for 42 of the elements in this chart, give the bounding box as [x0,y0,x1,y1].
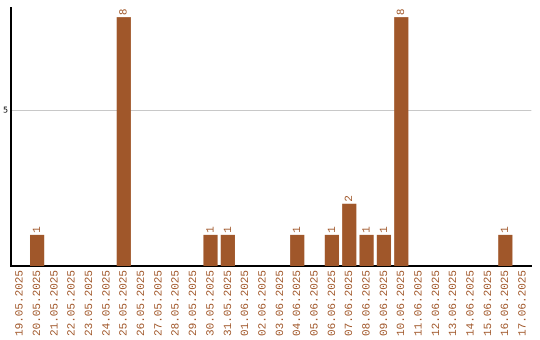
x-tick-label: 17.06.2025 [518,270,530,336]
x-tick-label: 09.06.2025 [378,270,391,336]
data-label: 2 [344,195,356,202]
x-tick-label: 05.06.2025 [309,270,322,336]
x-tick-label: 27.05.2025 [153,270,166,336]
data-label: 1 [222,226,235,233]
data-label: 1 [500,226,512,233]
x-tick-label: 31.05.2025 [222,270,235,336]
data-label: 8 [396,8,408,16]
x-tick-label: 07.06.2025 [344,270,356,336]
x-tick-label: 26.05.2025 [136,270,148,336]
x-tick-label: 19.05.2025 [14,270,27,336]
y-tick-label: 5 [2,106,8,115]
data-label: 1 [326,226,339,233]
x-tick-label: 11.06.2025 [414,270,426,336]
x-tick-label: 28.05.2025 [170,270,183,336]
data-label: 1 [362,226,374,233]
x-tick-label: 13.06.2025 [448,270,460,336]
data-label: 1 [378,226,391,233]
x-tick-label: 25.05.2025 [118,270,131,336]
x-tick-label: 03.06.2025 [274,270,287,336]
x-tick-label: 20.05.2025 [32,270,44,336]
x-tick-label: 04.06.2025 [292,270,304,336]
x-tick-label: 24.05.2025 [101,270,114,336]
x-tick-label: 16.06.2025 [500,270,512,336]
x-tick-label: 12.06.2025 [430,270,443,336]
x-tick-label: 21.05.2025 [49,270,62,336]
x-tick-label: 15.06.2025 [482,270,495,336]
x-tick-label: 01.06.2025 [240,270,252,336]
x-tick-label: 08.06.2025 [362,270,374,336]
x-tick-label: 10.06.2025 [396,270,408,336]
x-tick-label: 29.05.2025 [188,270,200,336]
data-label: 1 [205,226,218,233]
data-label: 1 [32,226,44,233]
x-tick-label: 23.05.2025 [84,270,96,336]
x-tick-label: 30.05.2025 [205,270,218,336]
data-label: 1 [292,226,304,233]
x-tick-label: 14.06.2025 [466,270,478,336]
data-label: 8 [118,8,131,16]
x-tick-label: 06.06.2025 [326,270,339,336]
x-tick-label: 22.05.2025 [66,270,79,336]
x-tick-label: 02.06.2025 [257,270,270,336]
